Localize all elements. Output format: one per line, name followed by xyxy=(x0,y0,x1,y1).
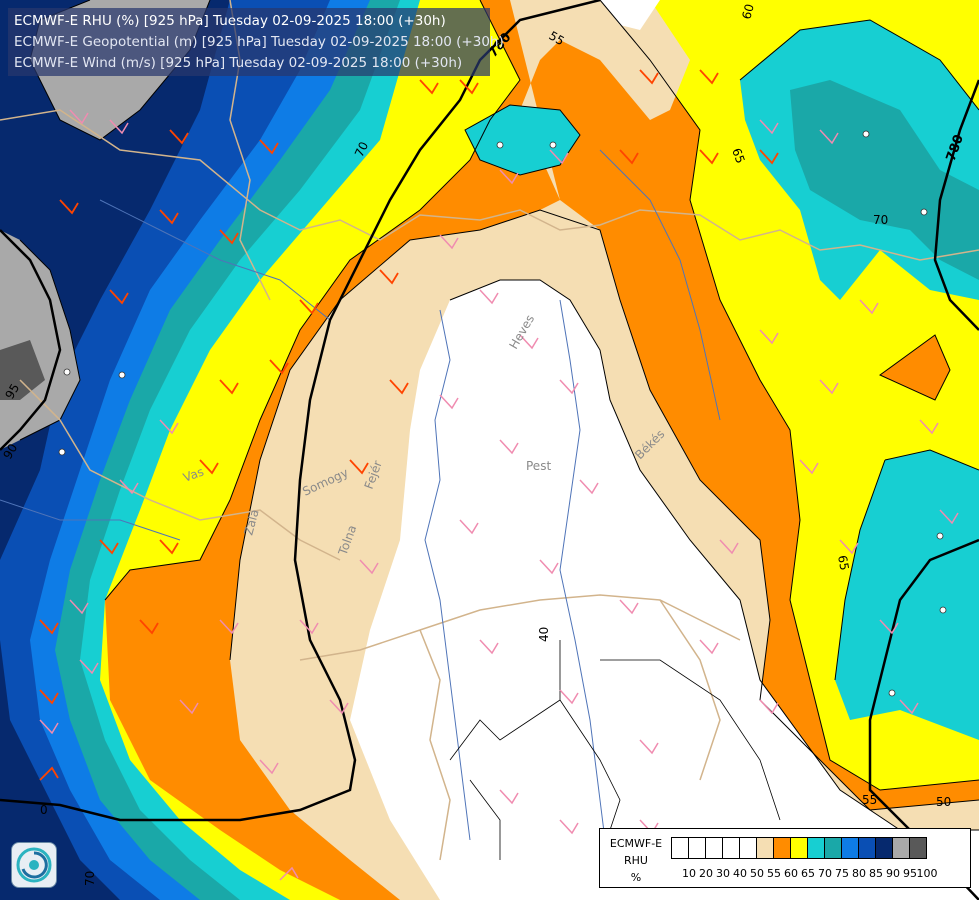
legend-swatch xyxy=(671,837,689,859)
rhu-70-patch-n xyxy=(465,105,580,175)
legend-tick-label: 50 xyxy=(750,867,764,880)
legend-swatch xyxy=(756,837,774,859)
legend-tick-label: 10 xyxy=(682,867,696,880)
legend-tick-label: 65 xyxy=(801,867,815,880)
legend-unit: % xyxy=(630,871,642,884)
rhu-label: 50 xyxy=(936,795,951,809)
rhu-70-patch-se xyxy=(835,450,979,740)
legend-tick-label: 100 xyxy=(916,867,938,880)
rhu-75-patch-ne xyxy=(790,80,979,280)
legend-swatch xyxy=(892,837,910,859)
place-label-zala: Zala xyxy=(241,508,261,537)
rhu-label: 0 xyxy=(40,803,48,817)
provider-logo xyxy=(11,842,57,888)
legend-tick-label: 55 xyxy=(767,867,781,880)
wind-barbs-pink xyxy=(39,109,959,881)
title-rhu: ECMWF-E RHU (%) [925 hPa] Tuesday 02-09-… xyxy=(14,13,446,29)
map-title-box: ECMWF-E RHU (%) [925 hPa] Tuesday 02-09-… xyxy=(8,8,504,76)
place-label-vas: Vas xyxy=(181,465,205,485)
title-geopotential: ECMWF-E Geopotential (m) [925 hPa] Tuesd… xyxy=(14,34,504,50)
rhu-label: 55 xyxy=(862,793,877,807)
legend-swatch xyxy=(841,837,859,859)
rhu-label: 60 xyxy=(739,2,756,20)
legend-tick-label: 20 xyxy=(699,867,713,880)
swirl-logo-icon xyxy=(16,847,52,883)
legend-swatch xyxy=(909,837,927,859)
legend-tick-label: 60 xyxy=(784,867,798,880)
legend-tick-label: 70 xyxy=(818,867,832,880)
legend-swatch xyxy=(739,837,757,859)
legend-tick-label: 30 xyxy=(716,867,730,880)
color-legend: ECMWF-E RHU % 10 20 30 40 50 55 60 65 70 75 80 85 90… xyxy=(599,828,971,888)
legend-tick-label: 90 xyxy=(886,867,900,880)
legend-swatch xyxy=(824,837,842,859)
rhu-contours xyxy=(19,0,979,831)
rhu-100-patch-w xyxy=(0,340,45,400)
wind-barbs-orange xyxy=(39,69,779,781)
legend-tick-label: 85 xyxy=(869,867,883,880)
legend-swatch xyxy=(722,837,740,859)
title-wind: ECMWF-E Wind (m/s) [925 hPa] Tuesday 02-… xyxy=(14,55,463,71)
rivers xyxy=(0,149,721,881)
legend-swatch xyxy=(875,837,893,859)
rhu-label: 40 xyxy=(537,627,551,642)
rhu-label: 65 xyxy=(729,146,747,165)
rhu-label: 70 xyxy=(83,871,97,886)
rhu-label: 70 xyxy=(352,140,371,160)
rhu-50-top xyxy=(600,0,660,30)
station-markers xyxy=(58,130,947,697)
legend-model: ECMWF-E xyxy=(609,837,663,850)
rhu-label: 55 xyxy=(547,28,567,48)
legend-variable: RHU xyxy=(624,854,648,867)
rhu-label: 65 xyxy=(835,554,851,571)
legend-tick-label: 80 xyxy=(852,867,866,880)
legend-swatch xyxy=(807,837,825,859)
rhu-50-band xyxy=(350,280,979,900)
rhu-60-patch-e xyxy=(880,335,950,400)
legend-tick-label: 95 xyxy=(903,867,917,880)
legend-tick-label: 40 xyxy=(733,867,747,880)
legend-swatch xyxy=(858,837,876,859)
rhu-label: 90 xyxy=(0,441,20,461)
rhu-label: 70 xyxy=(873,213,888,227)
place-label-pest: Pest xyxy=(526,459,551,473)
legend-swatch xyxy=(688,837,706,859)
legend-tick-label: 75 xyxy=(835,867,849,880)
legend-swatch xyxy=(705,837,723,859)
legend-swatches xyxy=(671,837,927,859)
legend-swatch xyxy=(790,837,808,859)
legend-swatch xyxy=(773,837,791,859)
rhu-label: 95 xyxy=(2,381,22,401)
